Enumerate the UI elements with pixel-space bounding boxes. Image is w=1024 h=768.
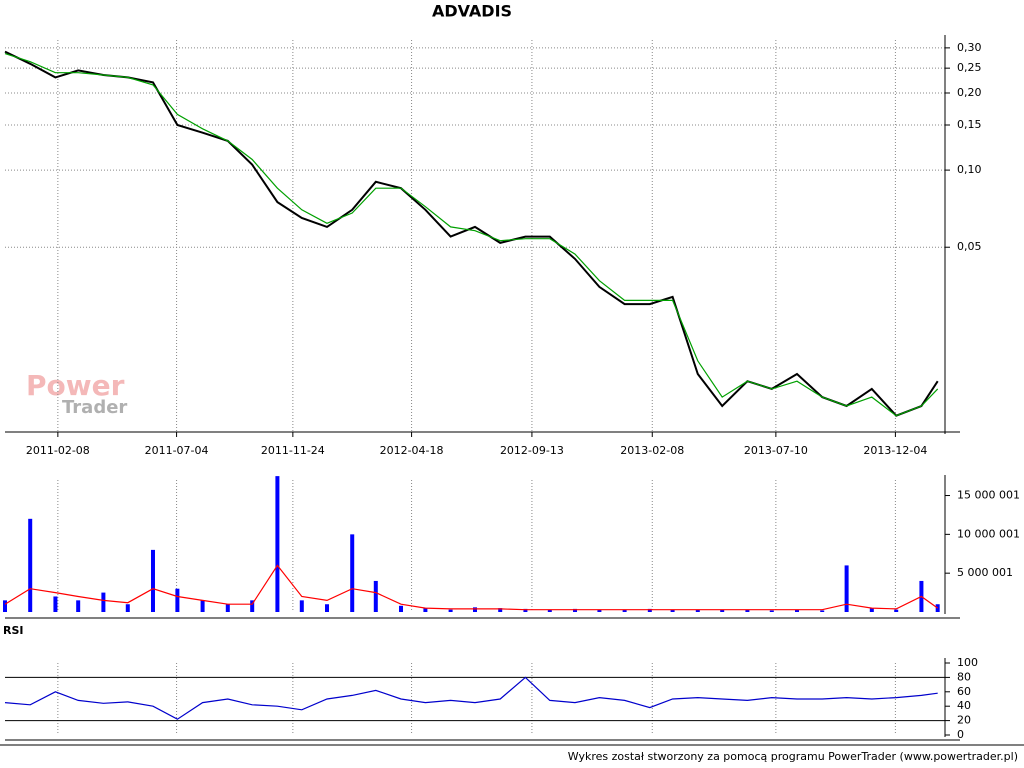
volume-bar (745, 609, 750, 612)
panel-title: RSI (3, 624, 24, 637)
watermark: Trader (62, 397, 127, 418)
volume-bar (373, 580, 378, 612)
volume-bar (720, 609, 725, 612)
volume-bar (275, 476, 280, 612)
series-line (4, 53, 939, 417)
x-tick-label: 2012-04-18 (380, 444, 444, 457)
x-tick-label: 2013-12-04 (863, 444, 927, 457)
volume-bar (647, 608, 652, 612)
series-line (4, 50, 939, 417)
y-tick-label: 0,25 (957, 61, 982, 74)
y-tick-label: 20 (957, 714, 971, 727)
volume-bar (76, 600, 81, 612)
x-tick-label: 2012-09-13 (500, 444, 564, 457)
y-tick-label: 0,20 (957, 86, 982, 99)
volume-bar (670, 609, 675, 612)
volume-bar (225, 604, 230, 612)
volume-bar (299, 600, 304, 612)
volume-bar (473, 607, 477, 612)
volume-bar (423, 608, 428, 612)
volume-bar (695, 609, 700, 612)
volume-bar (894, 609, 899, 612)
series-line (4, 676, 938, 720)
y-tick-label: 60 (957, 685, 971, 698)
volume-bar (597, 609, 602, 612)
volume-bar (498, 608, 503, 612)
volume-bar (573, 608, 578, 612)
volume-bar (869, 608, 874, 612)
volume-bar (200, 600, 205, 612)
volume-bar (844, 565, 849, 612)
watermark: Power (26, 369, 125, 402)
volume-bar (250, 600, 255, 612)
y-tick-label: 0,05 (957, 240, 982, 253)
y-tick-label: 100 (957, 656, 978, 669)
x-tick-label: 2013-07-10 (744, 444, 808, 457)
x-tick-label: 2011-02-08 (26, 444, 90, 457)
x-tick-label: 2013-02-08 (620, 444, 684, 457)
volume-bar (523, 608, 528, 612)
volume-bar (399, 605, 404, 612)
y-tick-label: 5 000 001 (957, 566, 1013, 579)
volume-bar (769, 610, 774, 612)
volume-bar (150, 549, 155, 612)
y-tick-label: 10 000 001 (957, 527, 1020, 540)
volume-bar (101, 592, 106, 612)
volume-bar (28, 518, 33, 612)
volume-bar (53, 596, 58, 612)
volume-bar (622, 609, 627, 612)
volume-bar (547, 609, 552, 612)
y-tick-label: 15 000 001 (957, 489, 1020, 502)
volume-bar (350, 534, 355, 612)
y-tick-label: 0,10 (957, 163, 982, 176)
volume-bar (125, 604, 130, 612)
y-tick-label: 0,30 (957, 41, 982, 54)
volume-bar (795, 609, 800, 612)
x-tick-label: 2011-07-04 (145, 444, 209, 457)
volume-bar (175, 588, 180, 612)
series-line (4, 564, 939, 611)
volume-bar (448, 609, 453, 612)
y-tick-label: 80 (957, 670, 971, 683)
volume-bar (325, 604, 330, 612)
y-tick-label: 0,15 (957, 118, 982, 131)
x-tick-label: 2011-11-24 (261, 444, 325, 457)
volume-bar (820, 610, 825, 612)
chart-title: ADVADIS (432, 2, 512, 21)
volume-bar (3, 600, 7, 612)
y-tick-label: 40 (957, 699, 971, 712)
y-tick-label: 0 (957, 728, 964, 741)
footer: Wykres został stworzony za pomocą progra… (568, 750, 1018, 763)
